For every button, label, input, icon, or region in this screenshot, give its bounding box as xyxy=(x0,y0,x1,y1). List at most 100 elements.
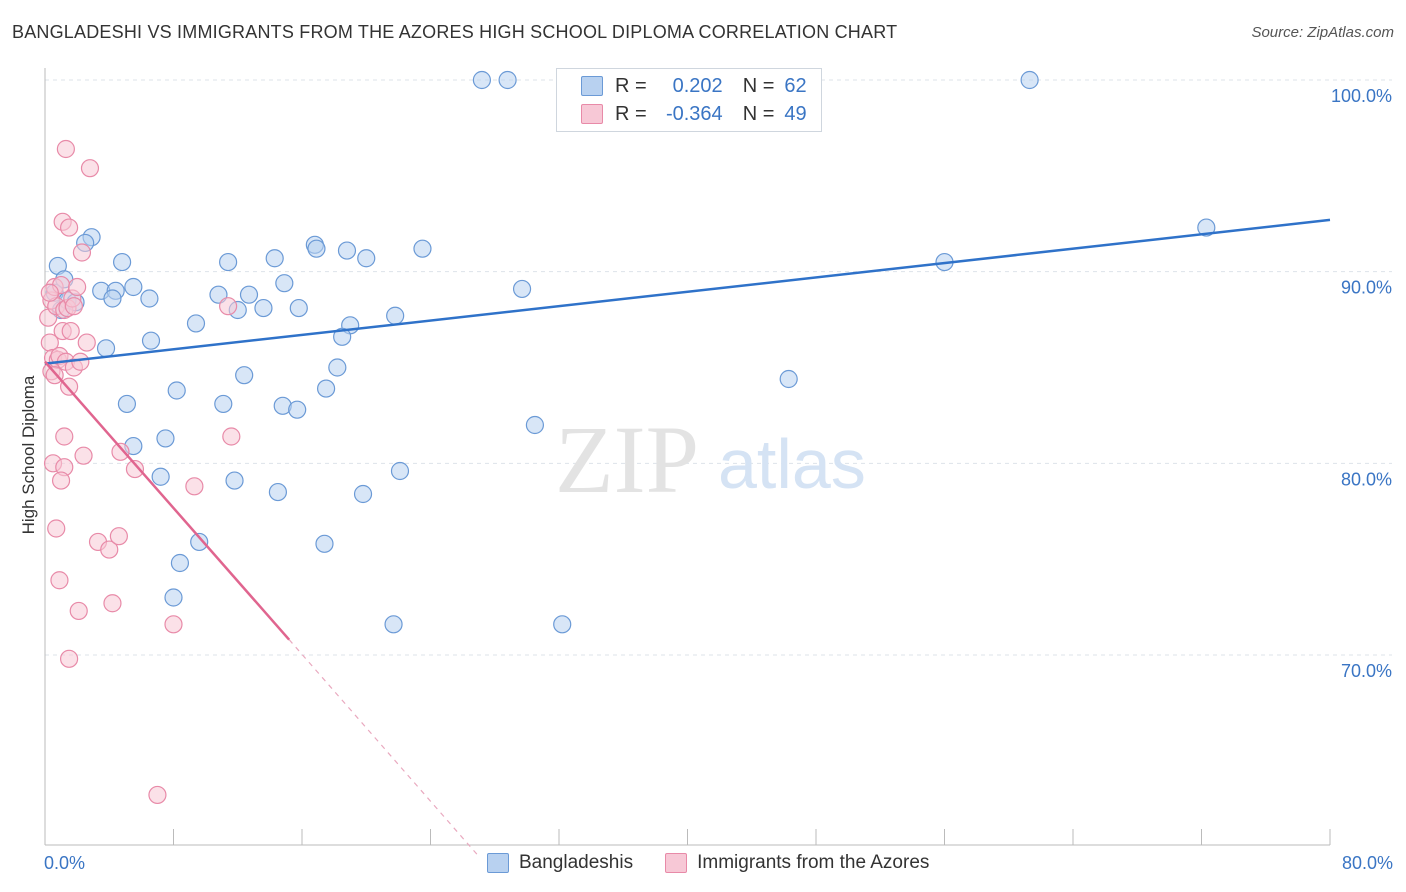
legend-label: Immigrants from the Azores xyxy=(697,852,930,873)
x-tick-label: 0.0% xyxy=(44,853,85,873)
azores-point xyxy=(125,459,145,479)
bangladeshi-point xyxy=(386,306,405,325)
bangladeshi-point xyxy=(140,289,159,308)
bangladeshi-point xyxy=(315,534,334,553)
axes xyxy=(44,68,1331,846)
azores-point xyxy=(148,785,167,805)
bangladeshi-point xyxy=(103,289,122,308)
azores-point xyxy=(80,159,100,178)
bangladeshi-point xyxy=(170,553,190,573)
azores-point xyxy=(74,446,93,465)
azores-point xyxy=(64,297,84,316)
legend-row-bangladeshis: R = 0.202 N = 62 xyxy=(581,73,807,99)
azores-point xyxy=(61,321,80,341)
source-label: Source: ZipAtlas.com xyxy=(1251,24,1394,41)
azores-point xyxy=(109,527,128,546)
pink-swatch xyxy=(581,104,603,124)
bangladeshi-point xyxy=(190,532,209,552)
azores-point xyxy=(51,471,71,490)
azores-point xyxy=(103,594,122,613)
n-label: N = xyxy=(742,102,775,125)
blue-swatch xyxy=(581,76,603,96)
azores-point xyxy=(185,477,204,496)
bangladeshi-point xyxy=(316,379,336,398)
bangladeshi-point xyxy=(472,70,491,90)
bangladeshi-point xyxy=(1197,218,1216,237)
azores-trend-extension xyxy=(288,639,480,857)
legend-label: Bangladeshis xyxy=(519,852,634,873)
y-tick-label: 80.0% xyxy=(1341,469,1392,489)
gridlines xyxy=(45,79,1392,656)
correlation-legend: R = 0.202 N = 62 R = -0.364 N = 49 xyxy=(556,68,822,132)
bangladeshi-trend-line xyxy=(44,218,1331,365)
bangladeshi-point xyxy=(219,252,238,272)
bangladeshi-point xyxy=(265,249,284,268)
bangladeshi-point xyxy=(384,615,403,634)
bangladeshi-point xyxy=(275,274,294,293)
azores-point xyxy=(69,601,88,621)
bangladeshi-point xyxy=(288,400,307,419)
n-label: N = xyxy=(742,74,775,97)
x-tick-label: 80.0% xyxy=(1342,853,1393,873)
bangladeshi-point xyxy=(239,285,259,304)
azores-point xyxy=(59,218,79,237)
azores-point xyxy=(111,442,130,461)
n-value: 49 xyxy=(784,102,807,125)
azores-point xyxy=(50,571,69,590)
azores-point xyxy=(164,615,183,634)
bangladeshi-point xyxy=(214,394,233,414)
azores-point xyxy=(222,427,241,446)
y-tick-label: 90.0% xyxy=(1341,278,1392,298)
bangladeshi-point xyxy=(498,70,517,90)
n-value: 62 xyxy=(784,74,807,97)
azores-point xyxy=(56,139,75,159)
bangladeshi-point xyxy=(164,588,183,607)
bangladeshi-point xyxy=(1020,70,1039,90)
trend-lines xyxy=(44,218,1331,857)
r-label: R = xyxy=(615,102,647,125)
bangladeshi-point xyxy=(525,415,545,435)
bangladeshi-point xyxy=(124,277,143,297)
azores-point xyxy=(68,277,87,297)
bangladeshi-point xyxy=(235,366,254,385)
bangladeshi-point xyxy=(156,429,175,448)
azores-point xyxy=(100,540,119,559)
azores-trend-line xyxy=(44,360,291,641)
bangladeshi-point xyxy=(225,471,244,490)
bangladeshi-point xyxy=(141,331,161,350)
bangladeshi-point xyxy=(289,298,308,318)
azores-point xyxy=(77,333,96,352)
bangladeshi-point xyxy=(254,298,273,318)
pink-swatch xyxy=(665,853,688,873)
series-legend: Bangladeshis Immigrants from the Azores xyxy=(487,852,961,874)
chart-title: BANGLADESHI VS IMMIGRANTS FROM THE AZORE… xyxy=(12,22,898,42)
watermark-atlas: atlas xyxy=(718,425,866,503)
legend-item-bangladeshis[interactable]: Bangladeshis xyxy=(487,852,633,874)
y-tick-label: 70.0% xyxy=(1341,661,1392,681)
azores-point xyxy=(71,352,90,371)
legend-row-azores: R = -0.364 N = 49 xyxy=(581,101,807,127)
azores-point xyxy=(72,243,92,262)
azores-point xyxy=(40,283,59,302)
azores-point xyxy=(219,297,238,316)
bangladeshi-point xyxy=(333,327,352,346)
bangladeshi-point xyxy=(307,239,326,258)
bangladeshi-point xyxy=(390,461,410,481)
data-points xyxy=(39,70,1216,805)
bangladeshi-point xyxy=(512,279,532,299)
bangladeshi-point xyxy=(151,467,170,486)
axis-labels: 70.0% 80.0% 90.0% 100.0% 0.0% 80.0% xyxy=(44,86,1393,873)
bangladeshi-point xyxy=(96,339,116,358)
r-label: R = xyxy=(615,74,647,97)
bangladeshi-point xyxy=(112,252,132,272)
blue-swatch xyxy=(487,853,509,873)
r-value: -0.364 xyxy=(665,102,723,125)
r-value: 0.202 xyxy=(672,74,723,97)
bangladeshi-point xyxy=(353,484,373,504)
legend-item-azores[interactable]: Immigrants from the Azores xyxy=(665,852,929,874)
bangladeshi-point xyxy=(337,241,357,260)
azores-point xyxy=(55,427,74,446)
bangladeshi-point xyxy=(117,394,137,414)
bangladeshi-point xyxy=(167,381,186,400)
